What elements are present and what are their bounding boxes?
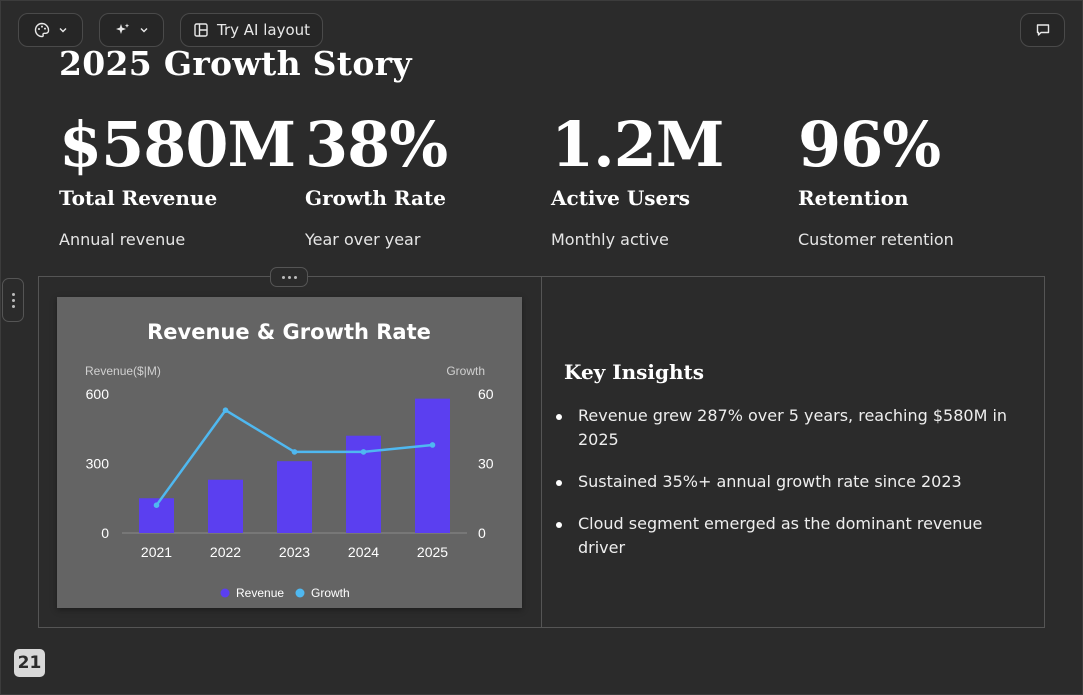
drag-handle-vertical[interactable] — [2, 278, 24, 322]
stat-label: Active Users — [551, 186, 691, 210]
chart-card[interactable]: Revenue & Growth Rate Revenue($|M) Growth 0… — [57, 297, 522, 608]
ai-tools-button[interactable] — [99, 13, 164, 47]
stat-label: Growth Rate — [305, 186, 446, 210]
key-insights: Key Insights Revenue grew 287% over 5 ye… — [556, 360, 1034, 578]
stat-sub: Year over year — [305, 230, 421, 249]
theme-button[interactable] — [18, 13, 83, 47]
comment-button[interactable] — [1020, 13, 1065, 47]
try-ai-layout-button[interactable]: Try AI layout — [180, 13, 323, 47]
palette-icon — [34, 22, 50, 38]
stat-value: 38% — [305, 108, 448, 181]
stat-value: 1.2M — [551, 108, 724, 181]
stat-label: Retention — [798, 186, 909, 210]
slide-title: 2025 Growth Story — [59, 44, 412, 83]
y-axis-label: Revenue($|M) — [85, 364, 161, 378]
y2-axis-label: Growth — [446, 364, 485, 378]
legend-revenue-label: Revenue — [236, 586, 284, 600]
insights-list: Revenue grew 287% over 5 years, reaching… — [556, 404, 1034, 560]
list-item: Revenue grew 287% over 5 years, reaching… — [556, 404, 1034, 452]
stat-active-users: 1.2M Active Users Monthly active — [551, 100, 724, 249]
revenue-bar — [208, 479, 243, 533]
legend-growth-label: Growth — [311, 586, 350, 600]
chevron-down-icon — [139, 25, 149, 35]
list-item: Sustained 35%+ annual growth rate since … — [556, 470, 1034, 494]
growth-point — [153, 502, 160, 508]
stat-sub: Customer retention — [798, 230, 954, 249]
stat-value: $580M — [59, 108, 296, 181]
stat-sub: Monthly active — [551, 230, 669, 249]
page-number[interactable]: 21 — [14, 649, 45, 677]
try-ai-layout-label: Try AI layout — [216, 21, 311, 39]
sparkle-icon — [115, 22, 131, 38]
stat-retention: 96% Retention Customer retention — [798, 100, 954, 249]
x-tick-label: 2021 — [141, 544, 172, 560]
growth-point — [291, 449, 298, 455]
x-tick-label: 2023 — [279, 544, 310, 560]
y-tick-label: 0 — [101, 525, 109, 541]
stat-sub: Annual revenue — [59, 230, 186, 249]
y2-tick-label: 30 — [478, 456, 494, 472]
layout-icon — [193, 22, 209, 38]
legend-revenue-marker — [220, 588, 230, 598]
stat-total-revenue: $580M Total Revenue Annual revenue — [59, 100, 296, 249]
column-divider[interactable] — [541, 276, 542, 628]
stat-label: Total Revenue — [59, 186, 218, 210]
growth-point — [360, 449, 367, 455]
insights-title: Key Insights — [564, 360, 705, 384]
revenue-growth-chart: Revenue & Growth Rate Revenue($|M) Growth 0… — [85, 320, 494, 600]
growth-point — [429, 442, 436, 448]
revenue-bar — [277, 461, 312, 533]
x-tick-label: 2025 — [417, 544, 448, 560]
growth-point — [222, 407, 229, 414]
comment-icon — [1035, 22, 1051, 38]
y2-tick-label: 60 — [478, 386, 494, 402]
stat-growth-rate: 38% Growth Rate Year over year — [305, 100, 448, 249]
list-item: Cloud segment emerged as the dominant re… — [556, 512, 1034, 560]
y2-tick-label: 0 — [478, 525, 486, 541]
legend-growth-marker — [295, 588, 305, 598]
chevron-down-icon — [58, 25, 68, 35]
stat-value: 96% — [798, 108, 941, 181]
drag-handle-horizontal[interactable] — [270, 267, 308, 287]
chart-title: Revenue & Growth Rate — [147, 320, 431, 344]
revenue-bar — [415, 398, 450, 533]
y-tick-label: 600 — [86, 386, 110, 402]
x-tick-label: 2022 — [210, 544, 241, 560]
y-tick-label: 300 — [86, 456, 110, 472]
x-tick-label: 2024 — [348, 544, 379, 560]
